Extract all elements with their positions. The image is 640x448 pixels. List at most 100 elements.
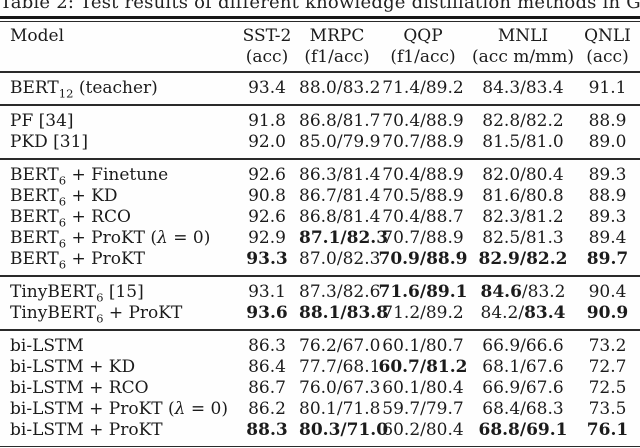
header-row-main: Model SST-2 MRPC QQP MNLI QNLI <box>0 22 640 47</box>
score-cell: 80.1/71.8 <box>299 399 380 420</box>
score-cell: 87.1/82.3 <box>299 228 388 249</box>
col-header-qqp: QQP <box>403 26 443 46</box>
subscript: 12 <box>58 86 74 101</box>
score-cell: 89.0 <box>575 132 640 159</box>
col-header-mnli: MNLI <box>497 26 549 46</box>
text-segment: 86.4 <box>248 357 286 377</box>
score-cell: 87.3/82.6 <box>299 275 380 303</box>
model-name-cell: TinyBERT6 [15] <box>0 275 235 305</box>
text-segment: 70.9/88.9 <box>378 249 468 269</box>
text-segment: 87.0/82.3 <box>299 249 381 269</box>
score-cell: 89.3 <box>575 207 640 228</box>
text-segment: 71.2/89.2 <box>382 303 464 323</box>
table-bottom-rule <box>0 446 640 448</box>
text-segment: 70.4/88.9 <box>382 165 464 185</box>
score-cell: 89.4 <box>575 228 640 249</box>
score-cell: 93.1 <box>235 275 299 303</box>
text-segment: 86.7 <box>248 378 286 398</box>
score-cell: 77.7/68.1 <box>299 357 380 378</box>
score-cell: 88.9 <box>575 104 640 132</box>
score-cell: 70.4/88.9 <box>375 158 471 186</box>
score-cell: 70.4/88.7 <box>375 207 471 228</box>
score-cell: 90.8 <box>235 186 299 207</box>
col-subheader-mnli: (acc m/mm) <box>472 47 574 67</box>
model-name-cell: BERT6 + KD <box>0 186 235 207</box>
score-cell: 80.3/71.0 <box>299 420 388 446</box>
score-cell: 88.3 <box>235 420 299 446</box>
score-cell: 88.0/83.2 <box>299 71 380 105</box>
score-cell: 71.4/89.2 <box>375 71 471 105</box>
score-cell: 85.0/79.9 <box>299 132 380 159</box>
score-cell: 76.0/67.3 <box>299 378 380 399</box>
text-segment: 71.4/89.2 <box>382 78 464 98</box>
text-segment: 90.4 <box>588 282 627 302</box>
text-segment: 83.4 <box>524 303 566 323</box>
score-cell: 81.6/80.8 <box>471 186 575 207</box>
score-cell: 86.8/81.4 <box>299 207 380 228</box>
score-cell: 90.9 <box>575 303 640 330</box>
text-segment: 89.3 <box>588 207 627 227</box>
text-segment: 77.7/68.1 <box>299 357 381 377</box>
score-cell: 82.8/82.2 <box>471 104 575 132</box>
score-cell: 59.7/79.7 <box>375 399 471 420</box>
table-top-rule <box>0 16 640 22</box>
text-segment: 92.9 <box>248 228 286 248</box>
score-cell: 68.4/68.3 <box>471 399 575 420</box>
score-cell: 68.1/67.6 <box>471 357 575 378</box>
table-row: PF [34] 91.8 86.8/81.7 70.4/88.9 82.8/82.2 88… <box>0 104 640 132</box>
table-row: BERT6 + ProKT (λ = 0) 92.9 87.1/82.3 70.7/8… <box>0 228 640 249</box>
score-cell: 60.1/80.4 <box>375 378 471 399</box>
text-segment: 92.6 <box>248 207 286 227</box>
score-cell: 90.4 <box>575 275 640 303</box>
score-cell: 92.6 <box>235 207 299 228</box>
text-segment: 84.3/83.4 <box>482 78 564 98</box>
text-segment: BERT <box>10 228 59 248</box>
text-segment: bi-LSTM + RCO <box>10 378 149 398</box>
text-segment: (teacher) <box>73 78 158 98</box>
text-segment: PKD [31] <box>10 132 89 152</box>
score-cell: 84.6/83.2 <box>471 275 575 303</box>
col-subheader-qqp: (f1/acc) <box>390 47 456 67</box>
text-segment: 71.6/89.1 <box>378 282 468 302</box>
col-subheader-mrpc: (f1/acc) <box>304 47 370 67</box>
col-header-model: Model <box>10 26 65 46</box>
text-segment: 85.0/79.9 <box>299 132 381 152</box>
subscript: 6 <box>96 290 104 305</box>
text-segment: + KD <box>66 186 118 206</box>
text-segment: 59.7/79.7 <box>382 399 464 419</box>
score-cell: 72.5 <box>575 378 640 399</box>
score-cell: 66.9/67.6 <box>471 378 575 399</box>
table-header: Model SST-2 MRPC QQP MNLI QNLI (acc) (f1/acc) (f… <box>0 22 640 72</box>
text-segment: 70.4/88.9 <box>382 111 464 131</box>
table-row: bi-LSTM + RCO 86.7 76.0/67.3 60.1/80.4 66.9/… <box>0 378 640 399</box>
score-cell: 81.5/81.0 <box>471 132 575 159</box>
text-segment: + ProKT ( <box>66 228 158 248</box>
score-cell: 76.1 <box>575 420 640 446</box>
text-segment: λ <box>157 228 168 248</box>
score-cell: 84.2/83.4 <box>471 303 575 330</box>
score-cell: 93.4 <box>235 71 299 105</box>
score-cell: 70.5/88.9 <box>375 186 471 207</box>
score-cell: 92.9 <box>235 228 299 249</box>
text-segment: 60.7/81.2 <box>378 357 468 377</box>
model-name-cell: BERT6 + Finetune <box>0 158 235 188</box>
table-caption: Table 2: Test results of different knowl… <box>0 0 640 13</box>
text-segment: TinyBERT <box>10 282 97 302</box>
model-name-cell: BERT6 + ProKT (λ = 0) <box>0 228 235 249</box>
score-cell: 71.6/89.1 <box>375 275 471 303</box>
text-segment: 81.6/80.8 <box>482 186 564 206</box>
text-segment: 70.7/88.9 <box>382 228 464 248</box>
text-segment: 88.3 <box>246 420 288 440</box>
text-segment: 84.2/ <box>480 303 525 323</box>
text-segment: BERT <box>10 249 59 269</box>
text-segment: λ <box>174 399 186 419</box>
table-row: bi-LSTM 86.3 76.2/67.0 60.1/80.7 66.9/66.6 73… <box>0 329 640 357</box>
table-row: BERT6 + Finetune 92.6 86.3/81.4 70.4/88.9 82… <box>0 158 640 188</box>
subscript: 6 <box>58 173 67 188</box>
score-cell: 73.2 <box>575 329 640 357</box>
col-header-mrpc: MRPC <box>309 26 365 46</box>
text-segment: bi-LSTM + ProKT ( <box>10 399 175 419</box>
score-cell: 86.7 <box>235 378 299 399</box>
text-segment: /83.2 <box>521 282 566 302</box>
table-row: BERT6 + ProKT 93.3 87.0/82.3 70.9/88.9 82.9/… <box>0 249 640 276</box>
